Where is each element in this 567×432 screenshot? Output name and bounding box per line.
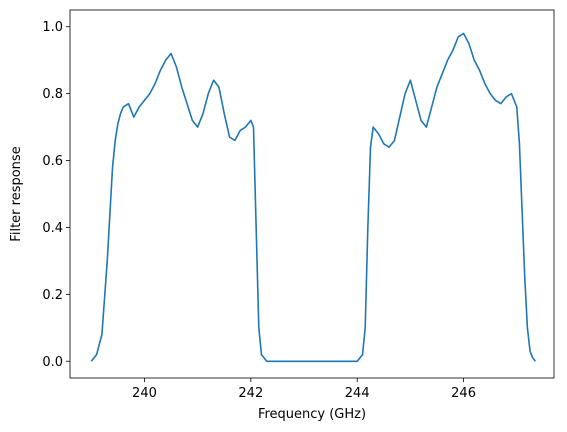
y-tick-label: 0.2 (42, 288, 63, 303)
x-tick-label: 246 (451, 386, 476, 401)
x-axis-ticks: 240 242 244 246 (132, 378, 476, 401)
plot-frame (69, 9, 555, 379)
y-tick-label: 0.4 (42, 221, 63, 236)
y-tick-label: 0.8 (42, 87, 63, 102)
series-line-0 (90, 32, 537, 363)
plot-area (69, 9, 555, 379)
y-tick-label: 1.0 (42, 20, 63, 35)
y-axis-label: Filter response (9, 146, 24, 241)
y-axis-ticks: 0.0 0.2 0.4 0.6 0.8 1.0 (42, 20, 70, 370)
x-axis-label: Frequency (GHz) (258, 407, 366, 422)
x-tick-label: 242 (238, 386, 263, 401)
x-tick-label: 244 (345, 386, 370, 401)
y-tick-label: 0.6 (42, 154, 63, 169)
x-tick-label: 240 (132, 386, 157, 401)
y-tick-label: 0.0 (42, 355, 63, 370)
